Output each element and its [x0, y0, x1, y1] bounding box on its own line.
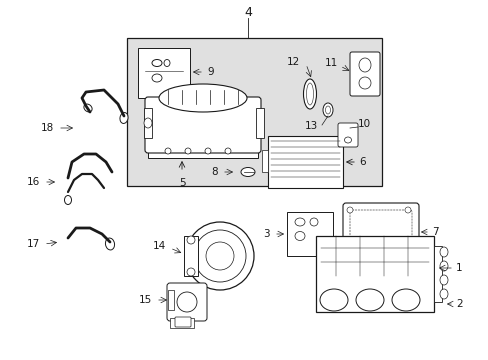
- Circle shape: [204, 148, 210, 154]
- Text: 13: 13: [304, 121, 317, 131]
- Circle shape: [346, 249, 352, 255]
- Circle shape: [177, 292, 197, 312]
- Ellipse shape: [391, 289, 419, 311]
- Ellipse shape: [303, 79, 316, 109]
- Ellipse shape: [143, 118, 152, 128]
- FancyBboxPatch shape: [175, 317, 191, 327]
- Ellipse shape: [439, 247, 447, 257]
- Bar: [168, 290, 174, 310]
- Text: 18: 18: [41, 123, 54, 133]
- Text: 14: 14: [152, 241, 165, 251]
- Ellipse shape: [241, 167, 254, 176]
- Bar: [256, 108, 264, 138]
- Ellipse shape: [439, 261, 447, 271]
- Ellipse shape: [319, 289, 347, 311]
- Text: 15: 15: [139, 295, 152, 305]
- Text: 11: 11: [324, 58, 337, 68]
- Text: 3: 3: [263, 229, 269, 239]
- Ellipse shape: [64, 195, 71, 204]
- Ellipse shape: [344, 137, 351, 143]
- Bar: [143, 108, 152, 138]
- FancyBboxPatch shape: [337, 123, 357, 147]
- Text: 10: 10: [357, 119, 370, 129]
- Text: 12: 12: [286, 57, 299, 67]
- Bar: [148, 148, 258, 158]
- Circle shape: [194, 230, 245, 282]
- Ellipse shape: [439, 275, 447, 285]
- Bar: [267, 136, 342, 188]
- Text: 16: 16: [27, 177, 40, 187]
- Ellipse shape: [120, 113, 128, 123]
- Text: 4: 4: [244, 5, 251, 18]
- Circle shape: [185, 222, 253, 290]
- Text: 9: 9: [206, 67, 213, 77]
- FancyBboxPatch shape: [167, 283, 206, 321]
- Ellipse shape: [163, 59, 170, 67]
- Text: 1: 1: [455, 263, 462, 273]
- Circle shape: [404, 249, 410, 255]
- Ellipse shape: [323, 103, 332, 117]
- FancyBboxPatch shape: [342, 203, 418, 261]
- Ellipse shape: [294, 231, 305, 240]
- FancyBboxPatch shape: [145, 97, 261, 153]
- Ellipse shape: [105, 238, 114, 250]
- Ellipse shape: [159, 84, 246, 112]
- Text: 5: 5: [178, 178, 185, 188]
- Circle shape: [184, 148, 191, 154]
- Circle shape: [205, 242, 234, 270]
- Ellipse shape: [152, 74, 162, 82]
- Bar: [138, 48, 190, 98]
- Text: 17: 17: [27, 239, 40, 249]
- Bar: [127, 38, 381, 186]
- Bar: [286, 212, 332, 256]
- Circle shape: [404, 207, 410, 213]
- Text: 2: 2: [455, 299, 462, 309]
- Circle shape: [186, 268, 195, 276]
- Ellipse shape: [309, 218, 317, 226]
- Bar: [262, 150, 267, 172]
- Ellipse shape: [152, 59, 162, 67]
- Text: 8: 8: [211, 167, 218, 177]
- Circle shape: [186, 236, 195, 244]
- Ellipse shape: [84, 104, 92, 112]
- Bar: [433, 246, 441, 302]
- Circle shape: [346, 207, 352, 213]
- Ellipse shape: [358, 58, 370, 72]
- Ellipse shape: [439, 289, 447, 299]
- Bar: [170, 318, 194, 328]
- Bar: [315, 236, 433, 312]
- Ellipse shape: [358, 77, 370, 89]
- Circle shape: [164, 148, 171, 154]
- Text: 6: 6: [358, 157, 365, 167]
- Circle shape: [224, 148, 230, 154]
- FancyBboxPatch shape: [349, 52, 379, 96]
- Ellipse shape: [294, 218, 305, 226]
- Ellipse shape: [355, 289, 383, 311]
- Bar: [183, 236, 198, 276]
- Text: 7: 7: [431, 227, 438, 237]
